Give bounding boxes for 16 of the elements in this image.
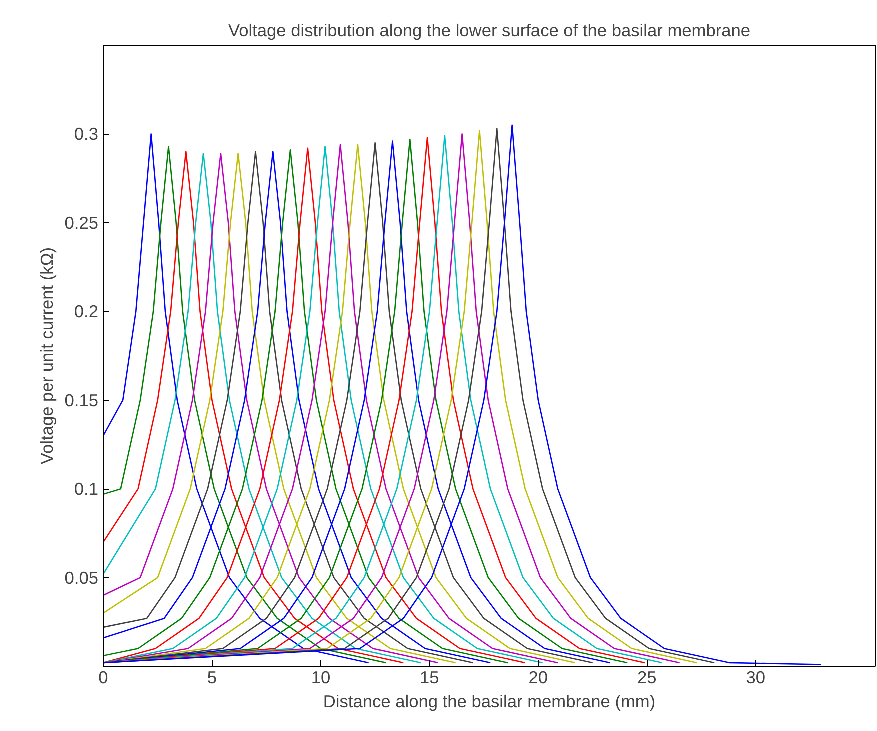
y-tick-label: 0.1: [74, 479, 99, 500]
y-tick-label: 0.2: [74, 302, 99, 322]
y-tick-label: 0.05: [64, 568, 99, 588]
y-tick-label: 0.25: [64, 212, 99, 233]
chart-title: Voltage distribution along the lower surface of the basilar membrane: [228, 20, 751, 40]
x-tick-label: 10: [311, 668, 331, 688]
y-axis-title: Voltage per unit current (kΩ): [36, 247, 57, 465]
x-tick-label: 25: [638, 668, 657, 688]
x-tick-label: 20: [528, 668, 548, 688]
y-tick-label: 0.15: [64, 390, 99, 410]
x-axis-title: Distance along the basilar membrane (mm): [323, 692, 656, 712]
x-tick-label: 30: [746, 668, 766, 688]
x-tick-label: 0: [98, 668, 108, 688]
y-tick-label: 0.3: [74, 124, 99, 144]
x-tick-label: 5: [207, 668, 218, 688]
x-tick-label: 15: [420, 668, 440, 688]
